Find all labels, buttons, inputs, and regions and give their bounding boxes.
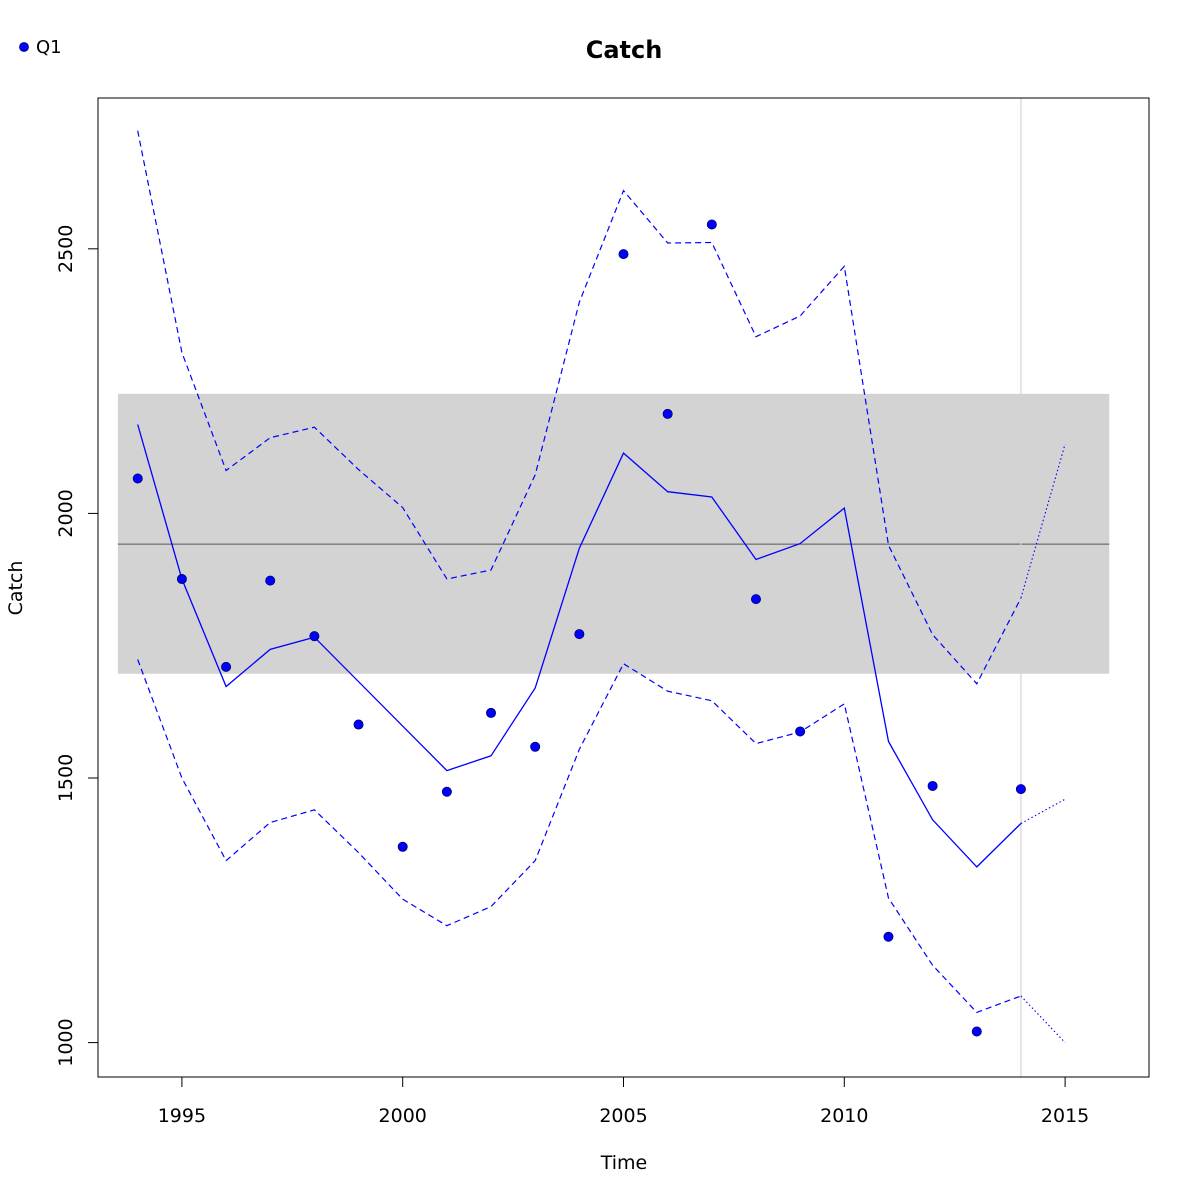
legend-marker-q1: [19, 42, 29, 52]
data-point: [1015, 784, 1026, 795]
legend-label-q1: Q1: [36, 37, 62, 58]
data-point: [176, 574, 187, 585]
upper-band-line: [137, 130, 1022, 685]
forecast-lower-line: [1020, 995, 1066, 1043]
data-point: [750, 594, 761, 605]
y-tick-label: 2000: [55, 489, 77, 537]
data-point: [971, 1026, 982, 1037]
data-point: [883, 931, 894, 942]
lower-band-line: [137, 659, 1022, 1014]
y-tick-label: 1000: [55, 1018, 77, 1066]
data-point: [265, 575, 276, 586]
x-tick-label: 2005: [599, 1105, 647, 1127]
x-tick-label: 2000: [379, 1105, 427, 1127]
data-point: [618, 249, 629, 260]
data-point: [662, 408, 673, 419]
data-point: [574, 629, 585, 640]
data-point: [927, 780, 938, 791]
data-point: [795, 726, 806, 737]
fitted-line: [137, 424, 1022, 868]
data-point: [353, 719, 364, 730]
data-point: [221, 661, 232, 672]
data-point: [132, 473, 143, 484]
x-tick-label: 2010: [820, 1105, 868, 1127]
x-tick-label: 2015: [1041, 1105, 1089, 1127]
forecast-mean-line: [1020, 798, 1066, 824]
data-point: [397, 841, 408, 852]
x-axis-label: Time: [600, 1152, 648, 1174]
chart-title: Catch: [586, 36, 663, 64]
data-point: [486, 707, 497, 718]
data-point: [441, 786, 452, 797]
data-point: [706, 219, 717, 230]
reference-band: [117, 393, 1110, 674]
data-point: [530, 741, 541, 752]
y-tick-label: 2500: [55, 225, 77, 273]
forecast-upper-line: [1020, 443, 1066, 599]
y-axis-label: Catch: [5, 561, 27, 616]
x-tick-label: 1995: [158, 1105, 206, 1127]
data-point: [309, 631, 320, 642]
plot-area: 1995 2000 2005 2010 2015 1000 1500 2000 2500: [55, 97, 1150, 1127]
legend: Q1: [19, 37, 62, 58]
y-tick-label: 1500: [55, 754, 77, 802]
